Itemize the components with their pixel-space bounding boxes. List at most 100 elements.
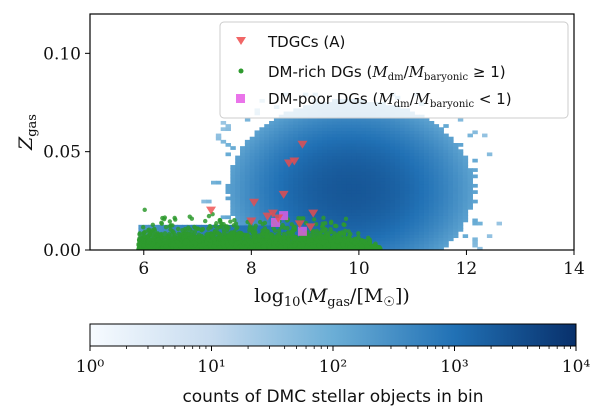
heatmap-cell — [312, 215, 319, 220]
heatmap-cell — [404, 146, 411, 150]
heatmap-cell — [380, 246, 386, 250]
heatmap-cell — [457, 221, 464, 226]
heatmap-cell — [264, 146, 270, 150]
heatmap-cell — [346, 215, 352, 220]
heatmap-cell — [336, 224, 343, 229]
dm-rich-point — [157, 239, 162, 244]
heatmap-cell — [404, 224, 411, 229]
heatmap-cell — [414, 146, 420, 150]
heatmap-cell — [462, 218, 469, 223]
heatmap-cell — [312, 205, 319, 210]
heatmap-cell — [332, 215, 338, 220]
heatmap-cell — [283, 199, 290, 204]
heatmap-cell — [259, 158, 265, 163]
heatmap-cell — [380, 171, 386, 176]
heatmap-cell — [322, 205, 328, 210]
heatmap-cell — [404, 243, 411, 248]
heatmap-cell — [380, 240, 386, 245]
heatmap-cell — [404, 149, 411, 154]
heatmap-cell — [273, 180, 280, 185]
heatmap-cell — [390, 240, 396, 245]
heatmap-cell — [346, 146, 352, 150]
heatmap-cell — [293, 231, 299, 235]
heatmap-cell — [404, 168, 411, 172]
heatmap-cell — [399, 246, 406, 250]
heatmap-cell — [399, 149, 406, 154]
heatmap-cell — [307, 149, 314, 154]
heatmap-cell — [298, 183, 304, 188]
heatmap-cell — [414, 224, 420, 229]
heatmap-cell — [423, 165, 430, 169]
heatmap-cell — [419, 218, 425, 223]
heatmap-cell — [346, 133, 352, 138]
heatmap-cell — [428, 218, 435, 223]
dm-rich-point — [242, 240, 248, 245]
heatmap-cell — [399, 187, 406, 191]
heatmap-cell — [433, 155, 440, 160]
heatmap-cell — [472, 158, 478, 163]
heatmap-cell — [283, 117, 290, 122]
heatmap-cell — [380, 205, 386, 210]
heatmap-cell — [264, 168, 270, 172]
heatmap-cell — [332, 133, 338, 138]
heatmap-cell — [419, 152, 425, 157]
heatmap-cell — [390, 234, 396, 239]
heatmap-cell — [332, 199, 338, 204]
heatmap-cell — [235, 187, 241, 191]
heatmap-cell — [351, 218, 357, 223]
heatmap-cell — [419, 205, 425, 210]
heatmap-cell — [235, 155, 241, 160]
heatmap-cell — [220, 215, 227, 220]
colorbar-gradient — [89, 323, 577, 347]
heatmap-cell — [472, 243, 478, 248]
heatmap-cell — [380, 196, 386, 201]
dm-rich-point — [253, 238, 258, 244]
heatmap-cell — [462, 183, 469, 188]
heatmap-cell — [351, 161, 357, 166]
heatmap-cell — [293, 146, 299, 150]
heatmap-cell — [312, 187, 319, 191]
dm-rich-point — [217, 245, 222, 250]
colorbar-tick-label: 10¹ — [197, 357, 225, 377]
heatmap-cell — [409, 165, 415, 169]
heatmap-cell — [414, 227, 420, 232]
heatmap-cell — [230, 193, 236, 198]
heatmap-cell — [370, 117, 377, 122]
heatmap-cell — [332, 127, 338, 132]
heatmap-cell — [264, 187, 270, 191]
dm-rich-point — [325, 232, 330, 237]
heatmap-cell — [380, 149, 386, 154]
heatmap-cell — [433, 190, 440, 194]
heatmap-cell — [254, 143, 260, 147]
heatmap-cell — [399, 243, 406, 248]
heatmap-cell — [394, 234, 401, 239]
heatmap-cell — [341, 174, 348, 179]
heatmap-cell — [409, 183, 415, 188]
heatmap-cell — [462, 165, 469, 169]
heatmap-cell — [302, 224, 309, 229]
heatmap-cell — [293, 120, 299, 125]
heatmap-cell — [346, 218, 352, 223]
heatmap-cell — [409, 158, 415, 163]
heatmap-cell — [438, 139, 444, 144]
heatmap-cell — [428, 205, 435, 210]
heatmap-cell — [307, 202, 314, 207]
heatmap-cell — [433, 165, 440, 169]
heatmap-cell — [448, 193, 454, 198]
heatmap-cell — [201, 224, 207, 229]
dm-rich-point — [206, 213, 212, 219]
heatmap-cell — [356, 146, 362, 150]
heatmap-cell — [409, 190, 415, 194]
heatmap-cell — [351, 155, 357, 160]
heatmap-cell — [390, 183, 396, 188]
heatmap-cell — [322, 187, 328, 191]
heatmap-cell — [302, 193, 309, 198]
heatmap-cell — [385, 124, 391, 128]
heatmap-cell — [365, 196, 372, 201]
dm-rich-point — [283, 243, 288, 249]
heatmap-cell — [312, 143, 319, 147]
heatmap-cell — [259, 180, 265, 185]
heatmap-cell — [356, 215, 362, 220]
heatmap-cell — [423, 193, 430, 198]
heatmap-cell — [278, 117, 285, 122]
